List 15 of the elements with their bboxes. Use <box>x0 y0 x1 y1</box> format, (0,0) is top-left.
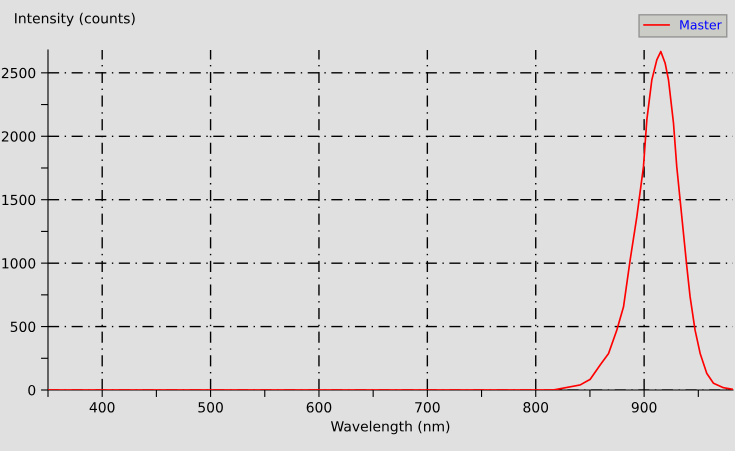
legend-label: Master <box>680 20 722 30</box>
x-tick-label: 500 <box>198 402 223 413</box>
x-tick-label: 700 <box>415 402 440 413</box>
x-tick-label: 900 <box>632 402 656 413</box>
y-tick-label: 1500 <box>2 194 36 206</box>
x-tick-label: 400 <box>90 402 115 413</box>
y-tick-label: 2000 <box>2 131 36 142</box>
x-axis-title: Wavelength (nm) <box>330 420 450 434</box>
y-tick-label: 1000 <box>2 258 36 269</box>
y-tick-label: 2500 <box>2 68 36 78</box>
y-tick-label: 0 <box>28 384 36 396</box>
x-tick-label: 800 <box>523 402 548 413</box>
y-tick-label: 500 <box>10 322 36 332</box>
y-axis-title: Intensity (counts) <box>15 12 135 26</box>
x-tick-label: 600 <box>306 402 332 413</box>
